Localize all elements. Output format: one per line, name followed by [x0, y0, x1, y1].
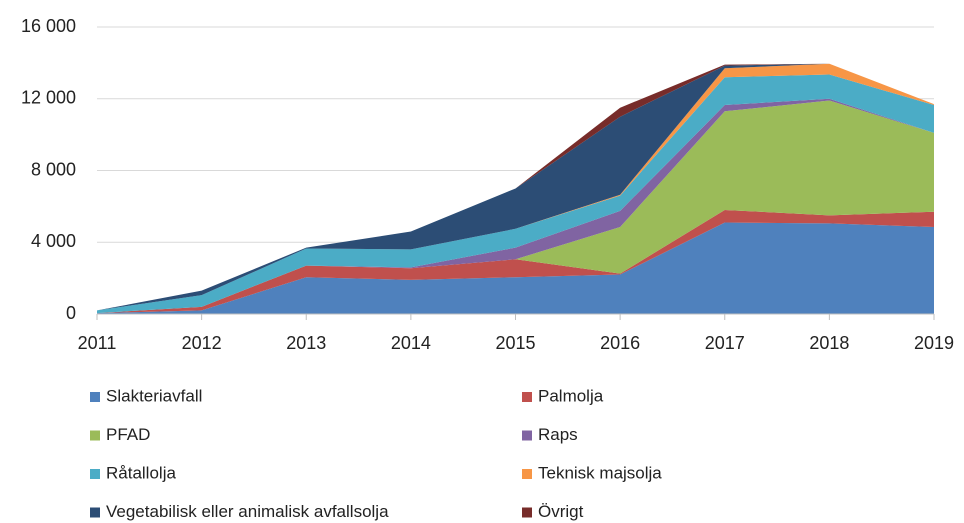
- x-tick-label: 2015: [495, 333, 535, 353]
- x-tick-label: 2019: [914, 333, 954, 353]
- y-tick-label: 0: [66, 303, 76, 323]
- legend-label: Råtallolja: [106, 463, 176, 482]
- legend-swatch: [90, 430, 100, 441]
- legend-swatch: [90, 392, 100, 402]
- y-tick-label: 4 000: [31, 231, 76, 251]
- x-tick-label: 2011: [78, 333, 117, 353]
- y-tick-label: 8 000: [31, 159, 76, 179]
- legend-label: Palmolja: [538, 386, 604, 405]
- legend-swatch: [522, 392, 532, 402]
- x-tick-label: 2014: [391, 333, 431, 353]
- legend-label: PFAD: [106, 425, 150, 444]
- legend-label: Vegetabilisk eller animalisk avfallsolja: [106, 502, 389, 521]
- legend-label: Slakteriavfall: [106, 386, 202, 405]
- legend-swatch: [90, 507, 100, 518]
- legend-swatch: [90, 469, 100, 479]
- legend-swatch: [522, 507, 532, 518]
- x-tick-label: 2018: [809, 333, 849, 353]
- legend-swatch: [522, 430, 532, 441]
- area: [97, 74, 934, 314]
- legend-swatch: [522, 469, 532, 479]
- x-tick-label: 2017: [705, 333, 745, 353]
- legend-label: Teknisk majsolja: [538, 463, 662, 482]
- y-tick-label: 12 000: [21, 88, 76, 108]
- x-tick-label: 2013: [286, 333, 326, 353]
- area: [97, 100, 934, 314]
- area: [97, 222, 934, 314]
- y-tick-label: 16 000: [21, 16, 76, 36]
- legend-label: Raps: [538, 425, 578, 444]
- x-tick-label: 2012: [182, 333, 222, 353]
- x-tick-label: 2016: [600, 333, 640, 353]
- legend-label: Övrigt: [538, 502, 584, 521]
- area: [97, 209, 934, 314]
